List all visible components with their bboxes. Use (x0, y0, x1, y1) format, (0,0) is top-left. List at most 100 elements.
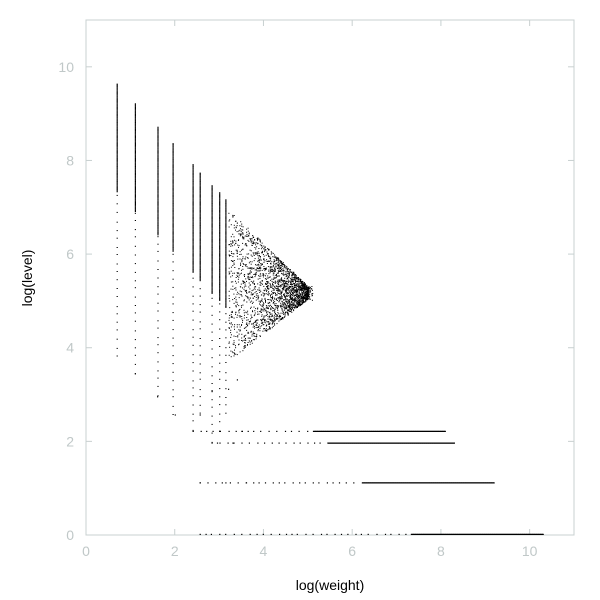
data-point (300, 286, 302, 288)
data-point (157, 174, 159, 176)
data-point (228, 328, 230, 329)
data-point (249, 291, 251, 293)
data-point (371, 482, 373, 484)
data-point (249, 288, 251, 290)
data-point (465, 533, 467, 535)
data-point (134, 174, 136, 176)
data-point (219, 236, 221, 238)
data-point (484, 533, 486, 535)
data-point (199, 241, 201, 243)
data-point (134, 114, 136, 116)
data-point (241, 259, 243, 261)
data-point (512, 533, 514, 535)
data-point (116, 167, 118, 169)
data-point (308, 289, 310, 291)
data-point (199, 223, 201, 225)
data-point (343, 442, 345, 444)
data-point (394, 430, 396, 432)
data-point (285, 295, 287, 297)
data-point (239, 254, 241, 255)
data-point (243, 264, 245, 265)
data-point (234, 349, 235, 351)
data-point (211, 231, 213, 233)
data-point (199, 279, 201, 281)
data-point (157, 227, 159, 229)
data-point (192, 176, 194, 178)
data-point (530, 533, 532, 535)
data-point (241, 295, 243, 297)
data-point (513, 533, 515, 535)
data-point (303, 285, 305, 286)
data-point (225, 306, 227, 308)
data-point (285, 286, 287, 288)
data-point (256, 242, 258, 244)
data-point (230, 245, 232, 247)
data-point (449, 442, 451, 444)
data-point (192, 175, 194, 177)
data-point (283, 279, 285, 281)
data-point (235, 280, 236, 282)
data-point (296, 283, 298, 285)
data-point (263, 259, 265, 261)
data-point (261, 264, 263, 266)
data-point (244, 282, 246, 284)
data-point (239, 258, 241, 260)
data-point (211, 208, 213, 210)
data-point (245, 264, 247, 266)
data-point (307, 289, 309, 291)
data-point (281, 285, 283, 287)
data-point (172, 243, 174, 245)
data-point (257, 296, 259, 298)
data-point (296, 533, 298, 535)
data-point (276, 314, 277, 316)
data-point (254, 312, 256, 314)
data-point (249, 301, 251, 303)
data-point (437, 482, 439, 484)
data-point (444, 430, 446, 432)
data-point (192, 263, 194, 265)
data-point (387, 442, 389, 444)
data-point (272, 296, 274, 298)
data-point (236, 272, 238, 274)
data-point (369, 482, 371, 484)
data-point (235, 296, 237, 298)
data-point (426, 442, 428, 444)
data-point (172, 174, 174, 176)
data-point (436, 430, 438, 432)
data-point (247, 337, 249, 339)
data-point (272, 256, 274, 258)
data-point (225, 337, 227, 339)
data-point (157, 225, 159, 226)
data-point (451, 442, 453, 444)
data-point (228, 220, 230, 222)
data-point (271, 290, 273, 292)
data-point (298, 301, 300, 303)
data-point (287, 304, 289, 306)
data-point (157, 194, 159, 196)
data-point (249, 278, 251, 280)
data-point (291, 294, 293, 295)
data-point (440, 482, 442, 484)
data-point (260, 259, 262, 261)
data-point (262, 307, 264, 309)
data-point (278, 284, 280, 286)
data-point (281, 273, 283, 275)
data-point (229, 482, 231, 484)
data-point (211, 192, 213, 194)
data-point (429, 430, 431, 432)
data-point (265, 301, 266, 303)
data-point (258, 275, 260, 277)
data-point (192, 215, 194, 217)
data-point (277, 279, 279, 281)
data-point (370, 430, 372, 432)
data-point (277, 290, 279, 292)
data-point (262, 283, 263, 285)
data-point (395, 482, 397, 484)
data-point (258, 326, 259, 328)
data-point (192, 234, 194, 236)
data-point (290, 271, 292, 273)
data-point (211, 230, 213, 232)
data-point (302, 289, 304, 291)
data-point (509, 533, 511, 535)
data-point (199, 240, 201, 241)
